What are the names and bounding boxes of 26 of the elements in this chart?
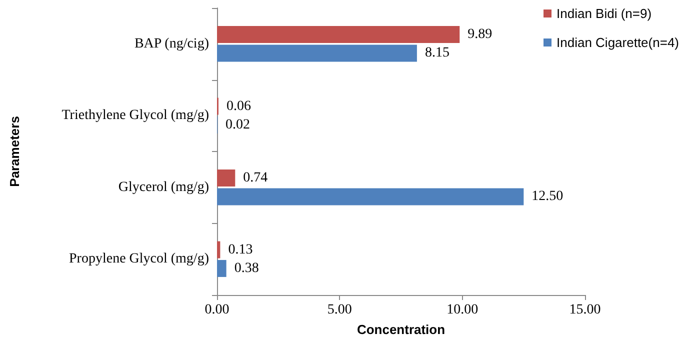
bar (217, 188, 524, 206)
x-tick-label: 15.00 (569, 302, 601, 318)
x-tick-label: 5.00 (327, 302, 352, 318)
bar (217, 170, 236, 187)
x-tick-label: 0.00 (204, 302, 230, 318)
bar (217, 260, 226, 277)
data-label: 0.13 (228, 242, 253, 258)
y-tick-label: Propylene Glycol (mg/g) (69, 252, 210, 267)
bar (217, 26, 460, 44)
bar (217, 44, 417, 62)
data-label: 12.50 (532, 189, 564, 204)
data-label: 0.06 (226, 98, 251, 114)
data-label: 0.38 (234, 260, 259, 276)
x-tick-label: 10.00 (446, 302, 478, 318)
data-label: 8.15 (424, 46, 450, 61)
data-label: 9.89 (468, 27, 492, 42)
y-tick-label: Glycerol (mg/g) (118, 180, 210, 195)
data-label: 0.02 (225, 117, 250, 132)
x-axis-title: Concentration (356, 322, 446, 337)
y-tick-label: BAP (ng/cig) (134, 36, 210, 52)
legend-label: Indian Bidi (n=9) (556, 6, 652, 21)
y-tick-label: Triethylene Glycol (mg/g) (62, 108, 210, 124)
y-axis-title: Parameters (7, 116, 22, 187)
bar (217, 241, 220, 258)
legend-label: Indian Cigarette(n=4) (556, 35, 680, 50)
data-label: 0.74 (243, 170, 268, 186)
